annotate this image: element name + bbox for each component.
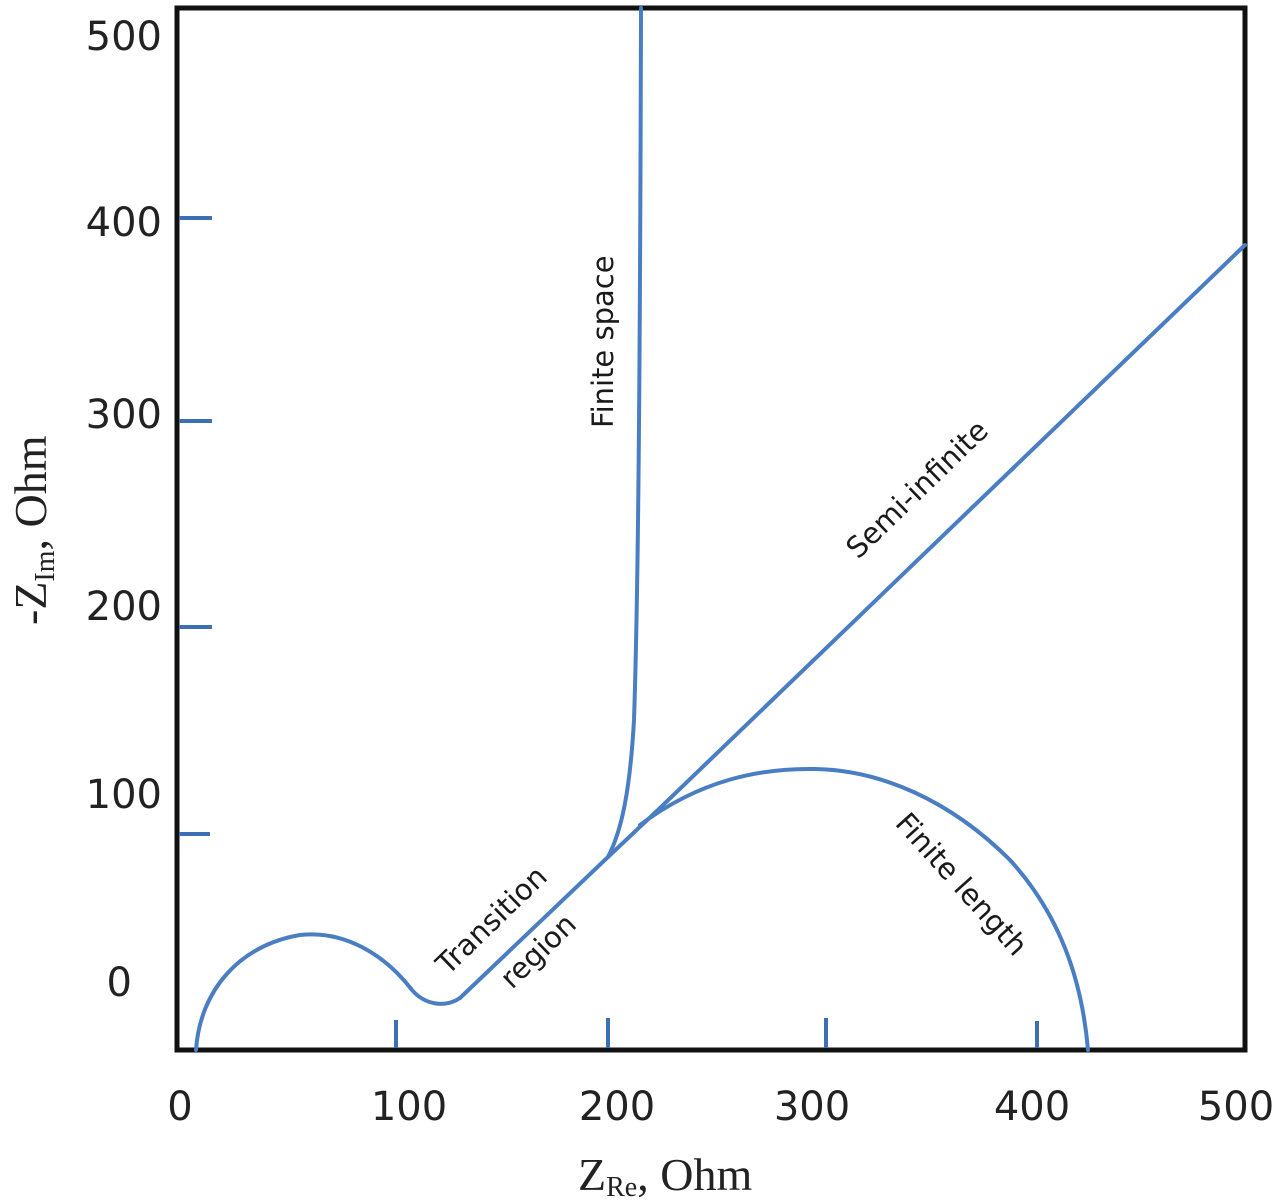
curve-high-frequency-arc <box>194 932 462 1052</box>
plot-frame <box>174 5 1248 1053</box>
curve-finite-space <box>606 6 643 859</box>
x-tick-label: 0 <box>167 1084 192 1130</box>
annotation-semi-infinite: Semi-infinite <box>839 413 995 565</box>
curve-transition-region <box>458 855 610 1000</box>
annotation-finite-length: Finite length <box>889 806 1035 962</box>
curves <box>194 6 1247 1052</box>
curve-semi-infinite <box>606 243 1247 859</box>
y-tick-label: 200 <box>86 584 162 630</box>
x-tick-label: 400 <box>994 1084 1070 1130</box>
x-axis-labels: 0 100 200 300 400 500 <box>167 1084 1274 1130</box>
x-tick-label: 500 <box>1198 1084 1274 1130</box>
y-tick-label: 500 <box>86 14 162 60</box>
x-tick-label: 200 <box>579 1084 655 1130</box>
curve-finite-length <box>638 766 1090 1052</box>
y-axis-title: -ZIm, Ohm <box>5 435 61 625</box>
x-tick-label: 100 <box>371 1084 447 1130</box>
x-axis-title: ZRe, Ohm <box>578 1149 752 1203</box>
y-axis-labels: 500 400 300 200 100 0 <box>86 14 162 1006</box>
y-tick-label: 0 <box>107 960 132 1006</box>
y-tick-label: 400 <box>86 200 162 246</box>
x-axis-ticks <box>394 1018 1039 1048</box>
y-axis-ticks <box>179 216 212 836</box>
x-tick-label: 300 <box>774 1084 850 1130</box>
y-tick-label: 100 <box>86 772 162 818</box>
y-tick-label: 300 <box>86 392 162 438</box>
annotation-finite-space: Finite space <box>586 255 620 428</box>
